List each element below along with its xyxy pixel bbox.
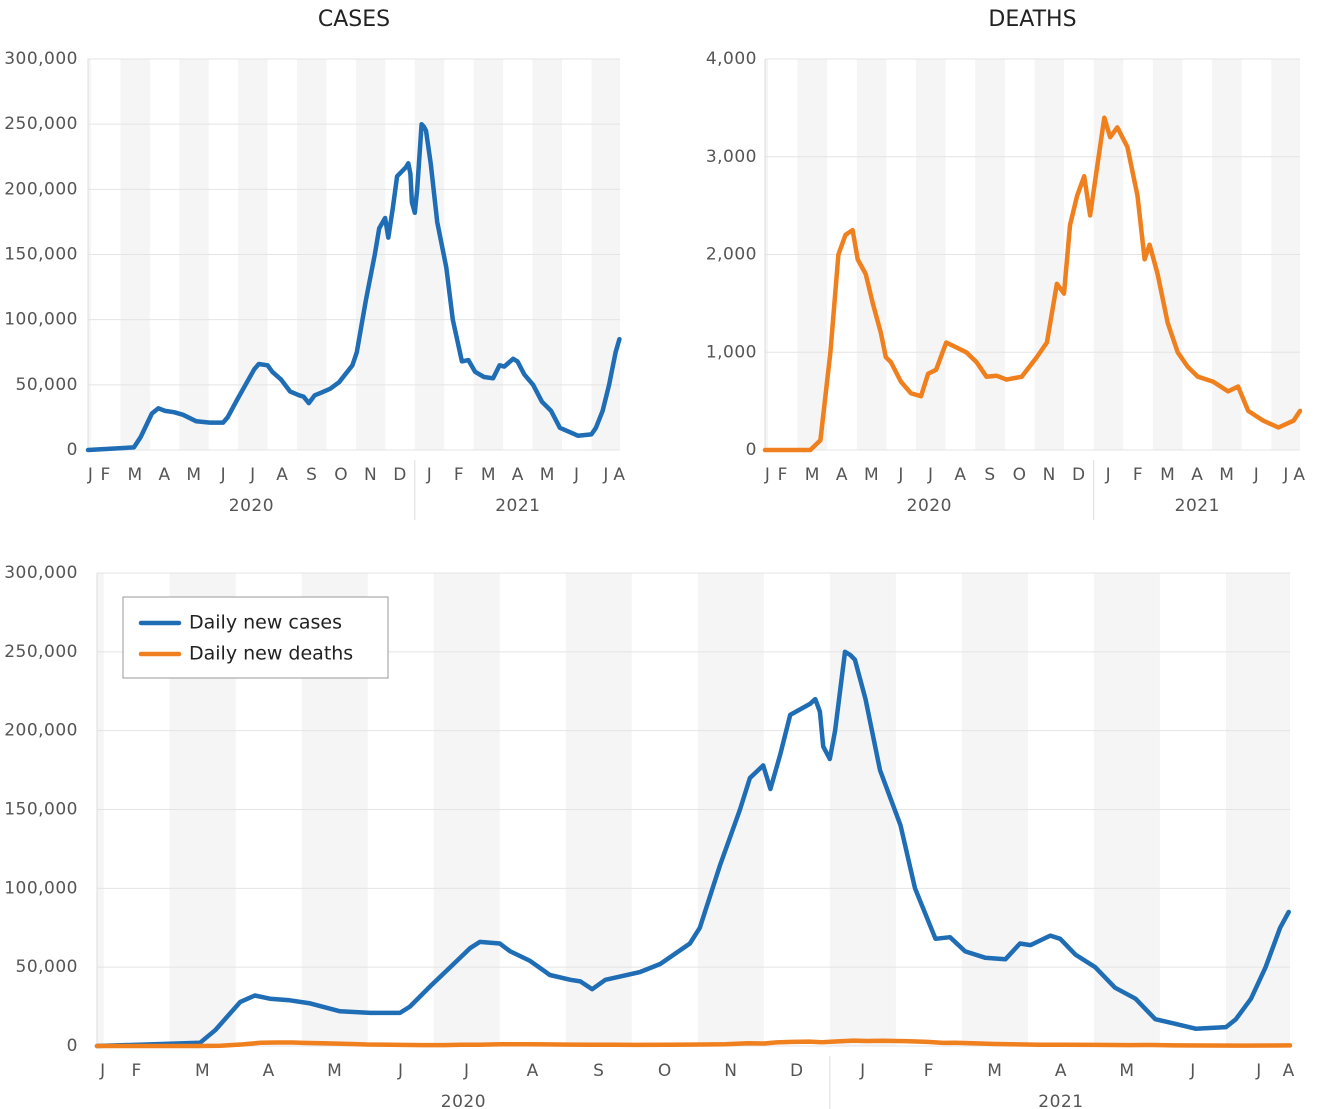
x-tick-label: A <box>512 465 524 485</box>
x-tick-label: J <box>220 465 227 485</box>
x-tick-label: M <box>1219 465 1234 485</box>
x-tick-label: D <box>1072 465 1086 485</box>
x-tick-label: J <box>1253 465 1260 485</box>
x-tick-label: F <box>454 465 464 485</box>
x-tick-label: A <box>158 465 170 485</box>
x-tick-label: M <box>186 465 201 485</box>
y-tick-label: 150,000 <box>4 245 78 265</box>
year-label: 2020 <box>907 496 952 516</box>
x-tick-label: F <box>778 465 788 485</box>
legend-box <box>122 596 389 679</box>
x-tick-label: J <box>1255 1061 1262 1081</box>
x-tick-label: A <box>1055 1061 1067 1081</box>
x-tick-label: M <box>195 1061 210 1081</box>
x-tick-label: M <box>864 465 879 485</box>
data-line <box>94 1038 1293 1049</box>
x-tick-label: S <box>306 465 317 485</box>
x-tick-label: J <box>897 465 904 485</box>
legend-label: Daily new deaths <box>189 643 353 665</box>
x-tick-label: F <box>131 1061 141 1081</box>
x-tick-label: A <box>263 1061 275 1081</box>
x-tick-label: J <box>764 465 771 485</box>
y-tick-label: 0 <box>746 440 757 460</box>
x-tick-label: O <box>658 1061 672 1081</box>
x-tick-label: M <box>327 1061 342 1081</box>
chart-panel: 0 50,000 100,000 150,000 200,000 250,000 300,0… <box>4 563 1295 1109</box>
y-tick-label: 0 <box>67 440 78 460</box>
x-tick-label: J <box>397 1061 404 1081</box>
x-tick-label: A <box>613 465 625 485</box>
y-tick-label: 1,000 <box>706 342 757 362</box>
x-tick-label: F <box>101 465 111 485</box>
chart-title: CASES <box>318 7 390 32</box>
x-tick-label: A <box>836 465 848 485</box>
x-tick-label: M <box>540 465 555 485</box>
data-line <box>85 121 622 453</box>
x-tick-label: D <box>790 1061 804 1081</box>
y-tick-label: 100,000 <box>4 878 78 898</box>
x-tick-label: J <box>859 1061 866 1081</box>
x-tick-label: M <box>128 465 143 485</box>
y-tick-label: 4,000 <box>706 49 757 69</box>
x-tick-label: M <box>1119 1061 1134 1081</box>
x-tick-label: M <box>805 465 820 485</box>
x-tick-label: J <box>249 465 256 485</box>
x-tick-label: M <box>1160 465 1175 485</box>
x-tick-label: A <box>1283 1061 1295 1081</box>
chart-panel: CASES 0 50,000 100,000 150,000 200,000 250,000… <box>4 7 625 520</box>
x-tick-label: F <box>1133 465 1143 485</box>
legend: Daily new cases Daily new deaths <box>122 596 389 679</box>
y-tick-label: 0 <box>67 1036 78 1056</box>
data-line <box>94 649 1291 1049</box>
x-tick-label: J <box>87 465 94 485</box>
x-tick-label: M <box>481 465 496 485</box>
legend-label: Daily new cases <box>189 612 342 634</box>
x-tick-label: J <box>426 465 433 485</box>
x-tick-label: J <box>602 465 609 485</box>
year-label: 2021 <box>1175 496 1220 516</box>
x-tick-label: J <box>927 465 934 485</box>
x-tick-label: N <box>364 465 377 485</box>
x-tick-label: D <box>393 465 407 485</box>
x-tick-label: J <box>573 465 580 485</box>
x-tick-label: J <box>1282 465 1289 485</box>
x-tick-label: A <box>954 465 966 485</box>
y-tick-label: 200,000 <box>4 179 78 199</box>
x-tick-label: N <box>724 1061 737 1081</box>
y-tick-label: 3,000 <box>706 147 757 167</box>
x-tick-label: M <box>987 1061 1002 1081</box>
x-tick-label: N <box>1043 465 1056 485</box>
x-tick-label: A <box>1191 465 1203 485</box>
x-tick-label: A <box>527 1061 539 1081</box>
x-tick-label: S <box>984 465 995 485</box>
y-tick-label: 250,000 <box>4 642 78 662</box>
chart-title: DEATHS <box>988 7 1076 32</box>
y-tick-label: 300,000 <box>4 563 78 583</box>
y-tick-label: 100,000 <box>4 310 78 330</box>
year-label: 2020 <box>441 1092 486 1109</box>
x-tick-label: J <box>1189 1061 1196 1081</box>
x-tick-label: A <box>1293 465 1305 485</box>
x-tick-label: F <box>924 1061 934 1081</box>
y-tick-label: 300,000 <box>4 49 78 69</box>
y-tick-label: 2,000 <box>706 245 757 265</box>
y-tick-label: 150,000 <box>4 800 78 820</box>
x-tick-label: J <box>463 1061 470 1081</box>
x-tick-label: J <box>99 1061 106 1081</box>
x-tick-label: S <box>593 1061 604 1081</box>
x-tick-label: O <box>1013 465 1027 485</box>
x-tick-label: A <box>276 465 288 485</box>
y-tick-label: 50,000 <box>16 957 78 977</box>
year-label: 2021 <box>1038 1092 1083 1109</box>
y-tick-label: 250,000 <box>4 114 78 134</box>
year-label: 2020 <box>229 496 274 516</box>
y-tick-label: 200,000 <box>4 721 78 741</box>
y-tick-label: 50,000 <box>16 375 78 395</box>
x-tick-label: J <box>1105 465 1112 485</box>
data-line <box>762 115 1303 453</box>
x-tick-label: O <box>334 465 348 485</box>
year-label: 2021 <box>495 496 540 516</box>
